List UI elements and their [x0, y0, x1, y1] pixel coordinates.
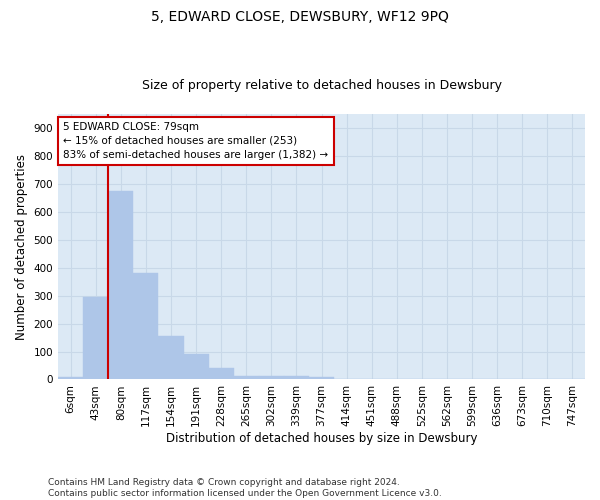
Y-axis label: Number of detached properties: Number of detached properties	[15, 154, 28, 340]
Text: 5 EDWARD CLOSE: 79sqm
← 15% of detached houses are smaller (253)
83% of semi-det: 5 EDWARD CLOSE: 79sqm ← 15% of detached …	[64, 122, 328, 160]
Bar	[184, 354, 209, 380]
Bar	[108, 191, 133, 380]
Bar	[284, 376, 309, 380]
Bar	[209, 368, 233, 380]
Text: Contains HM Land Registry data © Crown copyright and database right 2024.
Contai: Contains HM Land Registry data © Crown c…	[48, 478, 442, 498]
Bar	[233, 376, 259, 380]
Bar	[158, 336, 184, 380]
Text: 5, EDWARD CLOSE, DEWSBURY, WF12 9PQ: 5, EDWARD CLOSE, DEWSBURY, WF12 9PQ	[151, 10, 449, 24]
Title: Size of property relative to detached houses in Dewsbury: Size of property relative to detached ho…	[142, 79, 502, 92]
Bar	[133, 272, 158, 380]
X-axis label: Distribution of detached houses by size in Dewsbury: Distribution of detached houses by size …	[166, 432, 477, 445]
Bar	[309, 377, 334, 380]
Bar	[58, 377, 83, 380]
Bar	[83, 297, 108, 380]
Bar	[259, 376, 284, 380]
